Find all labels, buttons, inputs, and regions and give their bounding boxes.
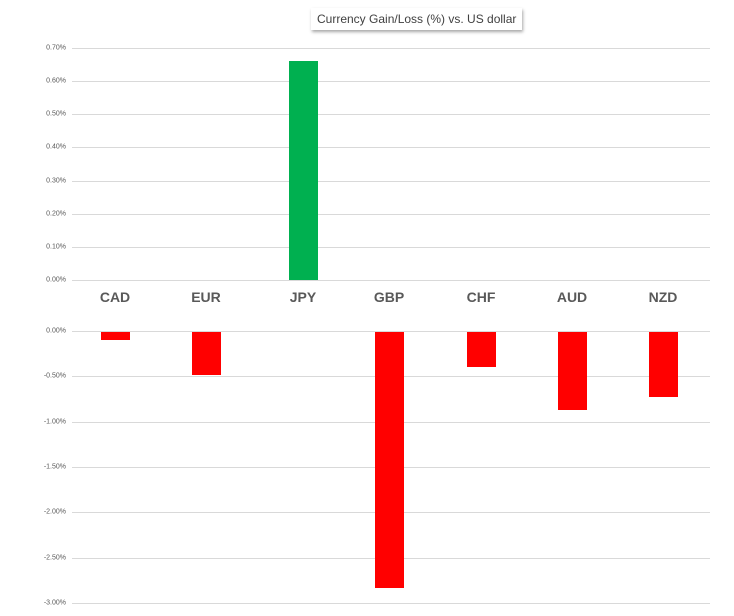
y-tick-label: -2.50%: [43, 554, 66, 562]
gridline: [72, 603, 710, 604]
gridline: [72, 180, 710, 182]
gridline: [72, 114, 710, 116]
bar-gbp: [375, 332, 404, 589]
y-tick-label: 0.20%: [46, 210, 66, 218]
gridline: [72, 331, 710, 332]
category-label-chf: CHF: [466, 289, 496, 305]
category-label-gbp: GBP: [373, 289, 405, 305]
y-tick-label: 0.50%: [46, 110, 66, 118]
bar-jpy: [289, 61, 318, 280]
y-tick-label: -1.00%: [43, 418, 66, 426]
category-label-jpy: JPY: [289, 289, 317, 305]
gridline: [72, 81, 710, 83]
y-tick-label: 0.00%: [46, 327, 66, 335]
bar-nzd: [649, 332, 678, 398]
y-tick-label: 0.40%: [46, 143, 66, 151]
y-tick-label: 0.70%: [46, 44, 66, 52]
bar-chf: [467, 332, 496, 368]
y-tick-label: -2.00%: [43, 508, 66, 516]
bar-cad: [101, 332, 130, 341]
y-tick-label: 0.30%: [46, 177, 66, 185]
gridline: [72, 213, 710, 215]
y-tick-label: 0.00%: [46, 276, 66, 284]
y-tick-label: -0.50%: [43, 372, 66, 380]
category-label-aud: AUD: [556, 289, 588, 305]
category-label-cad: CAD: [99, 289, 131, 305]
y-tick-label: 0.60%: [46, 77, 66, 85]
chart-title: Currency Gain/Loss (%) vs. US dollar: [311, 8, 523, 30]
bar-aud: [558, 332, 587, 410]
gridline: [72, 246, 710, 248]
gridline: [72, 280, 710, 281]
category-label-eur: EUR: [191, 289, 221, 305]
gridline: [72, 48, 710, 49]
y-tick-label: -3.00%: [43, 599, 66, 607]
gridline: [72, 147, 710, 149]
bar-eur: [192, 332, 221, 375]
category-label-nzd: NZD: [648, 289, 678, 305]
y-tick-label: 0.10%: [46, 243, 66, 251]
y-tick-label: -1.50%: [43, 463, 66, 471]
